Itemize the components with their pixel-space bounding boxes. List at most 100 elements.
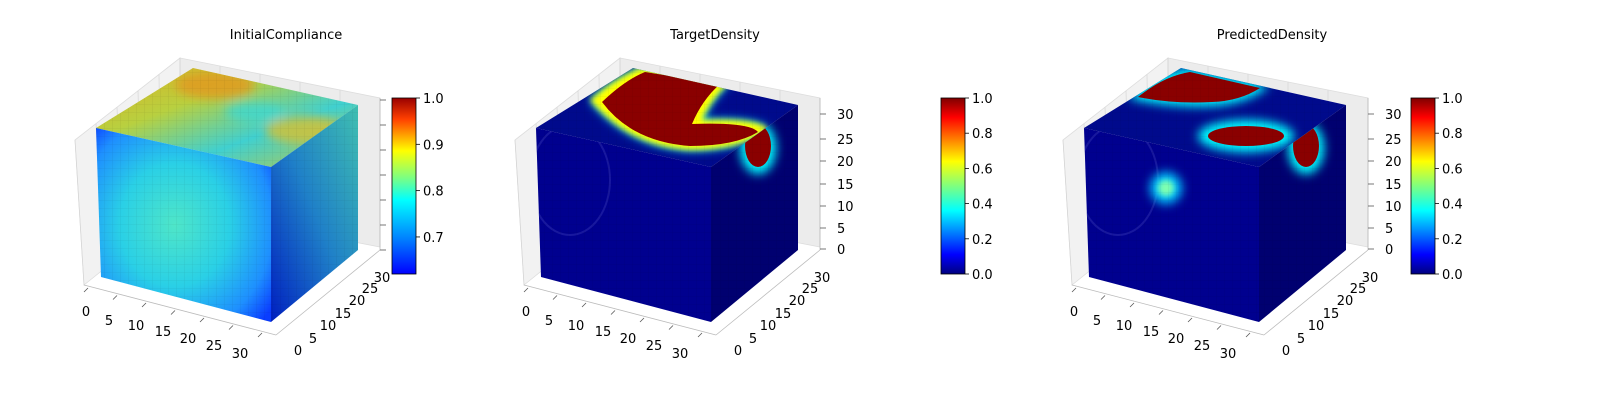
voxel-grid-side: [1259, 105, 1346, 322]
x-tick-label: 0: [522, 305, 530, 320]
x-tick-label: 25: [206, 339, 223, 354]
x-axis-line: [1071, 284, 1265, 336]
voxel-cube: [536, 68, 798, 322]
z-tick-label: 25: [837, 133, 854, 148]
x-tick-label: 25: [646, 339, 663, 354]
colorbar-tick-label: 0.0: [972, 268, 993, 283]
colorbar: 0.7 0.8 0.9 1.0: [391, 92, 444, 275]
z-tick-label: 25: [1385, 133, 1402, 148]
y-tick-label: 5: [309, 332, 317, 347]
colorbar-tick-label: 0.2: [972, 233, 993, 248]
voxel-cube: [96, 68, 358, 322]
colorbar-tick-label: 0.4: [1442, 198, 1463, 213]
x-tick-mark: [639, 317, 645, 323]
y-tick-label: 25: [362, 282, 379, 297]
z-tick-label: 0: [1385, 243, 1393, 258]
voxel-grid-front: [536, 128, 711, 322]
y-tick-label: 30: [814, 271, 831, 286]
x-tick-label: 10: [568, 319, 585, 334]
colorbar-tick-label: 0.4: [972, 198, 993, 213]
colorbar-tick-label: 0.0: [1442, 268, 1463, 283]
z-tick-label: 5: [1385, 222, 1393, 237]
y-tick-label: 10: [1308, 319, 1325, 334]
x-tick-label: 30: [1220, 347, 1237, 362]
z-tick-label: 10: [837, 200, 854, 215]
y-tick-label: 25: [802, 282, 819, 297]
y-tick-label: 20: [789, 294, 806, 309]
y-axis-line: [275, 249, 381, 336]
x-tick-mark: [199, 317, 205, 323]
z-tick-label: 15: [837, 178, 854, 193]
x-tick-mark: [697, 332, 703, 338]
gridline: [514, 139, 525, 286]
y-tick-label: 0: [294, 344, 302, 359]
colorbar-tick-label: 0.6: [972, 162, 993, 177]
x-tick-label: 5: [105, 314, 113, 329]
y-tick-label: 10: [320, 319, 337, 334]
voxel-cube: [1084, 68, 1346, 322]
colorbar-tick-label: 1.0: [1442, 92, 1463, 107]
x-tick-mark: [1071, 287, 1077, 293]
colorbar-gradient: [940, 97, 966, 275]
y-tick-label: 5: [749, 332, 757, 347]
z-tick-label: 0: [837, 243, 845, 258]
voxel-grid-side: [271, 105, 358, 322]
colorbar: 0.0 0.2 0.4 0.6 0.8 1.0: [1410, 92, 1463, 283]
x-tick-label: 15: [1143, 325, 1160, 340]
colorbar-tick-label: 0.7: [423, 231, 444, 246]
y-tick-label: 5: [1297, 332, 1305, 347]
voxel-grid-top: [96, 68, 358, 167]
colorbar-tick-label: 0.8: [423, 185, 444, 200]
gridline: [1062, 139, 1073, 286]
x-tick-label: 0: [82, 305, 90, 320]
x-tick-mark: [170, 310, 176, 315]
subplot-title: PredictedDensity: [1217, 28, 1328, 43]
subplot-title: TargetDensity: [669, 28, 760, 43]
colorbar-tick-label: 0.8: [1442, 127, 1463, 142]
z-tick-label: 5: [837, 222, 845, 237]
y-tick-label: 20: [1337, 294, 1354, 309]
z-tick-label: 20: [837, 155, 854, 170]
x-tick-mark: [610, 310, 616, 315]
colorbar-tick-label: 0.9: [423, 138, 444, 153]
axes: [523, 98, 821, 336]
voxel-grid-top: [536, 68, 798, 167]
colorbar-tick-label: 1.0: [423, 92, 444, 107]
gridline: [74, 139, 85, 286]
y-tick-label: 10: [760, 319, 777, 334]
y-tick-label: 30: [374, 271, 391, 286]
x-tick-mark: [112, 295, 118, 300]
z-tick-label: 30: [1385, 108, 1402, 123]
y-tick-label: 15: [775, 307, 792, 322]
z-tick-label: 10: [1385, 200, 1402, 215]
x-tick-mark: [1158, 310, 1164, 315]
y-axis-line: [1263, 249, 1369, 336]
y-axis-line: [715, 249, 821, 336]
x-tick-label: 25: [1194, 339, 1211, 354]
colorbar-tick-label: 0.2: [1442, 233, 1463, 248]
y-tick-label: 0: [1282, 344, 1290, 359]
y-tick-label: 25: [1350, 282, 1367, 297]
x-tick-label: 30: [232, 347, 249, 362]
x-tick-mark: [141, 302, 147, 308]
y-tick-label: 30: [1362, 271, 1379, 286]
x-tick-label: 0: [1070, 305, 1078, 320]
x-tick-mark: [83, 287, 89, 293]
voxel-grid-front: [1084, 128, 1259, 322]
colorbar-gradient: [391, 97, 417, 275]
colorbar-tick-label: 1.0: [972, 92, 993, 107]
x-tick-mark: [228, 325, 234, 330]
x-tick-label: 20: [1168, 332, 1185, 347]
x-tick-mark: [1187, 317, 1193, 323]
x-tick-label: 15: [595, 325, 612, 340]
z-tick-label: 15: [1385, 178, 1402, 193]
x-axis-line: [83, 284, 277, 336]
x-tick-mark: [1100, 295, 1106, 300]
x-tick-mark: [523, 287, 529, 293]
x-tick-mark: [668, 325, 674, 330]
x-tick-label: 10: [1116, 319, 1133, 334]
x-tick-mark: [552, 295, 558, 300]
x-tick-label: 15: [155, 325, 172, 340]
